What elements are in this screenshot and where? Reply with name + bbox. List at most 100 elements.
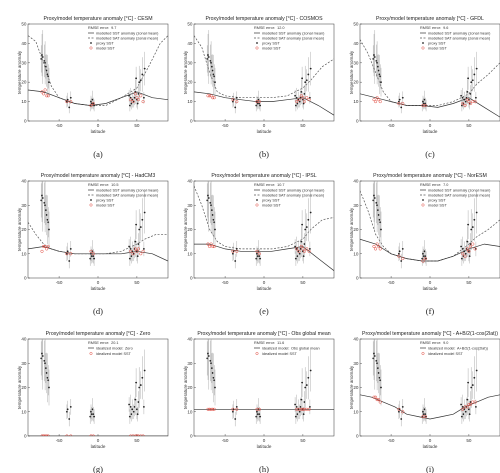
x-axis-label: latitude bbox=[91, 129, 106, 134]
proxy-sst-point bbox=[471, 79, 474, 82]
y-tick-label: 0 bbox=[24, 434, 27, 439]
proxy-sst-point bbox=[255, 415, 258, 418]
proxy-sst-point bbox=[373, 56, 376, 58]
y-tick-label: 20 bbox=[187, 227, 193, 232]
model-sst-point bbox=[211, 407, 215, 411]
model-sst-point bbox=[65, 252, 69, 256]
y-tick-label: 20 bbox=[21, 385, 27, 390]
proxy-sst-point bbox=[460, 245, 463, 248]
legend-rmse: RMSE error: 11.6 bbox=[254, 341, 284, 345]
model-sst-point bbox=[307, 98, 311, 102]
proxy-sst-point bbox=[461, 406, 464, 408]
model-sst-point bbox=[463, 254, 467, 258]
y-tick-label: 20 bbox=[353, 227, 359, 232]
proxy-sst-point bbox=[422, 100, 424, 103]
proxy-sst-point bbox=[469, 92, 472, 95]
proxy-sst-point bbox=[376, 362, 379, 365]
y-axis-label: temperature anomaly bbox=[17, 50, 22, 94]
proxy-sst-point bbox=[134, 240, 137, 243]
y-tick-label: 10 bbox=[353, 99, 359, 104]
proxy-sst-point bbox=[463, 250, 466, 253]
proxy-sst-point bbox=[259, 257, 262, 260]
legend-model-marker bbox=[89, 46, 93, 50]
proxy-sst-point bbox=[235, 248, 238, 250]
plot-area bbox=[194, 339, 334, 427]
proxy-sst-point bbox=[211, 69, 214, 72]
proxy-sst-point bbox=[129, 248, 132, 250]
panel-letter: (h) bbox=[259, 464, 269, 473]
model-sst-point bbox=[421, 103, 425, 108]
model-sst-point bbox=[378, 100, 382, 104]
model-sst-point bbox=[302, 407, 306, 411]
proxy-sst-point bbox=[209, 201, 212, 204]
legend-ideal-sst-marker bbox=[421, 352, 425, 355]
proxy-sst-point bbox=[258, 102, 261, 105]
legend-sat: modelled SAT anomaly (zonal mean) bbox=[262, 37, 325, 41]
model-sst-point bbox=[301, 407, 305, 411]
panel-letter: (c) bbox=[425, 149, 435, 159]
x-tick-label: -50 bbox=[388, 280, 395, 285]
proxy-sst-point bbox=[466, 398, 469, 401]
model-sst-point bbox=[211, 96, 215, 100]
proxy-sst-point bbox=[464, 410, 467, 413]
proxy-sst-point bbox=[213, 75, 216, 78]
proxy-sst-point bbox=[295, 406, 298, 408]
proxy-sst-point bbox=[69, 96, 72, 99]
proxy-sst-point bbox=[424, 255, 427, 258]
legend-rmse-label: RMSE error: bbox=[420, 341, 441, 345]
proxy-sst-point bbox=[141, 73, 144, 76]
model-sst-point bbox=[133, 434, 137, 436]
proxy-sst-point bbox=[48, 81, 50, 84]
proxy-sst-point bbox=[134, 91, 137, 93]
plot-area bbox=[194, 181, 334, 271]
model-sst-point bbox=[473, 247, 477, 251]
legend-ideal-label: Obs global mean bbox=[291, 347, 320, 351]
model-sst-point bbox=[131, 434, 135, 436]
proxy-sst-point bbox=[142, 248, 145, 250]
proxy-sst-point bbox=[299, 248, 302, 250]
model-sst-point bbox=[133, 92, 137, 96]
proxy-sst-point bbox=[91, 408, 94, 411]
model-sst-point bbox=[374, 247, 378, 251]
model-sst-point bbox=[471, 400, 475, 404]
model-sst-point bbox=[65, 434, 69, 436]
panel-i: Proxy/model temperature anomaly [°C] - A… bbox=[349, 331, 500, 473]
legend-model-marker bbox=[255, 203, 259, 207]
proxy-sst-point bbox=[207, 197, 210, 199]
model-sst-point bbox=[473, 100, 477, 104]
model-sst-point bbox=[401, 101, 405, 106]
model-sst-point bbox=[46, 434, 50, 436]
panel-letter: (f) bbox=[426, 306, 435, 316]
legend-model: model SST bbox=[262, 204, 281, 208]
model-sst-point bbox=[297, 407, 301, 411]
proxy-sst-point bbox=[133, 406, 136, 408]
proxy-sst-point bbox=[41, 56, 44, 58]
proxy-sst-point bbox=[133, 96, 136, 99]
proxy-sst-point bbox=[66, 250, 69, 253]
proxy-sst-point bbox=[377, 69, 380, 72]
legend-ideal-sst: idealized model SST bbox=[262, 352, 298, 356]
model-sst-point bbox=[297, 98, 301, 102]
proxy-sst-point bbox=[296, 255, 299, 258]
x-tick-label: 50 bbox=[134, 123, 140, 128]
legend-rmse-label: RMSE error: bbox=[254, 341, 275, 345]
proxy-sst-point bbox=[89, 257, 92, 260]
proxy-sst-point bbox=[210, 204, 213, 207]
legend-ideal: idealized model: Obs global mean bbox=[262, 347, 320, 351]
x-tick-label: -50 bbox=[222, 280, 229, 285]
proxy-sst-point bbox=[68, 260, 71, 262]
proxy-sst-point bbox=[65, 100, 68, 103]
proxy-sst-point bbox=[298, 252, 301, 255]
proxy-sst-point bbox=[379, 221, 382, 224]
proxy-sst-point bbox=[464, 100, 467, 103]
proxy-sst-point bbox=[47, 221, 50, 224]
model-sst-point bbox=[257, 252, 261, 256]
proxy-sst-point bbox=[40, 58, 43, 60]
proxy-sst-point bbox=[304, 228, 307, 231]
x-tick-label: 0 bbox=[263, 123, 266, 128]
proxy-sst-point bbox=[296, 413, 299, 416]
proxy-sst-point bbox=[134, 398, 137, 401]
model-sst-point bbox=[42, 434, 46, 436]
y-tick-label: 30 bbox=[353, 203, 359, 208]
proxy-sst-point bbox=[213, 221, 216, 224]
